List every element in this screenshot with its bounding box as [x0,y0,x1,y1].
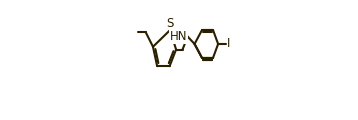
Text: I: I [227,37,231,51]
Text: HN: HN [170,30,187,43]
Text: S: S [166,17,174,30]
